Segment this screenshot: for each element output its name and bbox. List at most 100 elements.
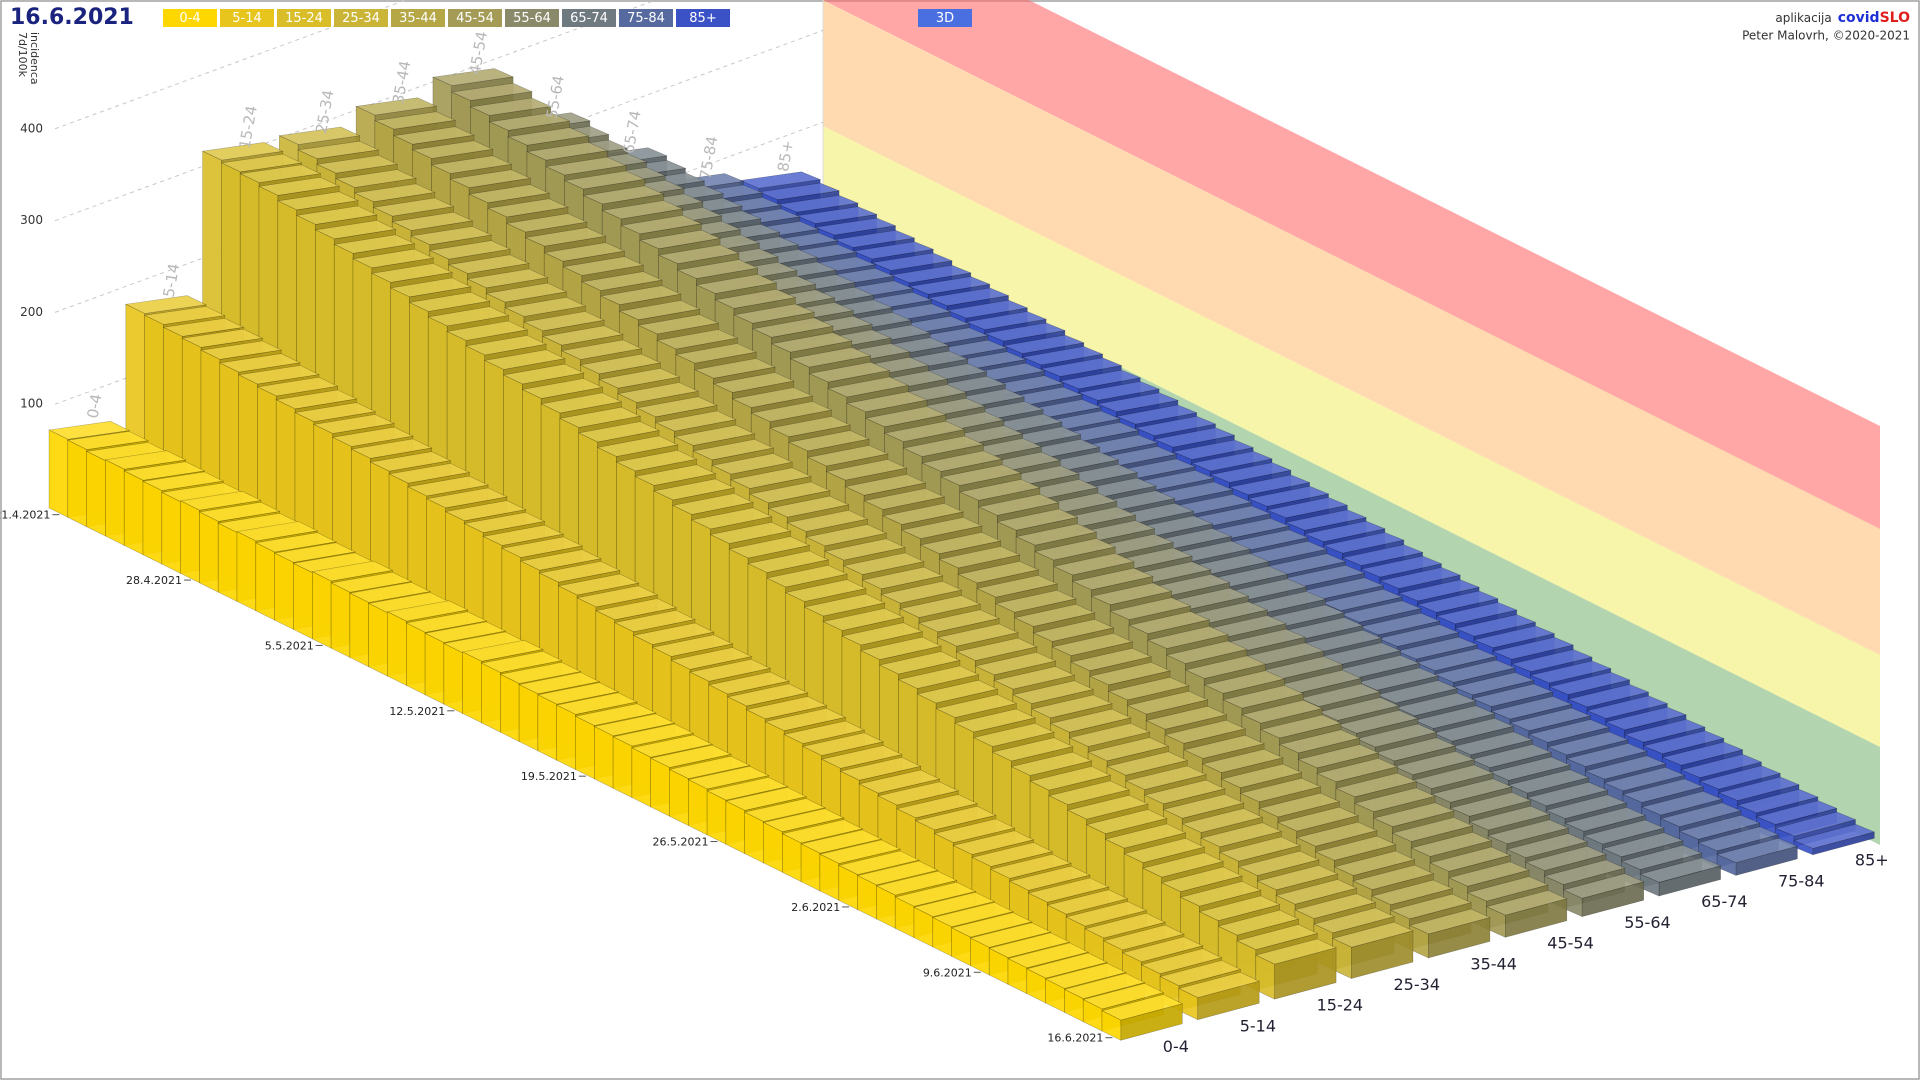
bar-top — [1077, 381, 1161, 401]
bar-top — [1505, 833, 1589, 859]
bar-front — [311, 571, 332, 649]
bar-top — [1396, 636, 1479, 660]
bar-top — [334, 169, 418, 188]
bar-top — [449, 169, 532, 189]
bar-front — [876, 885, 896, 929]
view-button[interactable]: 3D — [918, 9, 972, 27]
bar-front — [1639, 873, 1660, 897]
bar-top — [1275, 879, 1358, 905]
bar-top — [889, 264, 972, 284]
bar-top — [784, 579, 867, 602]
bar-top — [1452, 672, 1535, 696]
bar-top — [776, 195, 860, 213]
bar-top — [827, 376, 910, 398]
series-back-label: 45-54 — [466, 30, 491, 76]
bar-front — [838, 864, 858, 911]
bar-top — [950, 912, 1033, 938]
legend-label: 35-44 — [399, 11, 437, 26]
bar-top — [1142, 852, 1225, 878]
bar-top — [314, 220, 397, 240]
bar-front — [1045, 978, 1065, 1013]
bar-top — [676, 259, 759, 279]
bars — [47, 68, 1876, 1041]
bar-front — [443, 643, 464, 714]
bar-front — [1255, 954, 1275, 1000]
button-label[interactable]: 3D — [936, 11, 954, 26]
bar-front — [687, 779, 708, 836]
bar-front — [1486, 906, 1506, 938]
legend-swatch — [277, 9, 331, 27]
bar-front — [537, 694, 558, 761]
bar-top — [687, 765, 770, 790]
bar-top — [1377, 624, 1460, 647]
bar-front — [1007, 958, 1028, 995]
bar-top — [431, 68, 515, 87]
bar-front — [481, 662, 501, 733]
bar-top — [919, 531, 1002, 555]
bar-top — [540, 392, 623, 414]
bar-front — [180, 500, 200, 584]
bar-top — [878, 651, 961, 675]
bar-top — [864, 406, 947, 428]
bar-top — [124, 295, 208, 314]
x-tick-label: 9.6.2021 — [923, 966, 972, 979]
wall-orange — [823, 0, 1880, 655]
button-bg[interactable] — [918, 9, 972, 27]
bar-top — [1339, 600, 1422, 623]
bar-front — [349, 592, 370, 668]
bar-top — [939, 464, 1023, 486]
bar-top — [1435, 602, 1518, 625]
bar-top — [563, 170, 646, 190]
bar-top — [1254, 938, 1337, 965]
bar-top — [1069, 647, 1153, 672]
bar-top — [711, 453, 794, 475]
bar-top — [795, 206, 878, 224]
bar-top — [1198, 895, 1281, 922]
series-axis-label: 85+ — [1855, 851, 1889, 870]
bar-front — [1178, 988, 1198, 1021]
bar-top — [1164, 719, 1247, 744]
bar-top — [1469, 744, 1553, 769]
bar-top — [856, 860, 939, 886]
bar-top — [469, 97, 552, 116]
series-axis-label: 75-84 — [1778, 871, 1825, 890]
bar-top — [236, 521, 319, 542]
bar-front — [274, 552, 294, 630]
bar-top — [955, 637, 1038, 661]
bar-front — [725, 800, 746, 855]
brand: covid — [1838, 10, 1880, 26]
bar-top — [480, 650, 563, 673]
bar-front — [1563, 889, 1583, 918]
series-back-label: 75-84 — [696, 135, 721, 181]
x-tick-label: 12.5.2021 — [389, 705, 445, 718]
legend-swatch — [562, 9, 616, 27]
bar-top — [123, 461, 206, 481]
bar-top — [1140, 948, 1223, 975]
bar-top — [870, 252, 954, 271]
bar-top — [1181, 808, 1264, 833]
bar-top — [1622, 778, 1705, 803]
bar-top — [738, 171, 822, 189]
bar-top — [1416, 590, 1499, 613]
grid-line — [54, 0, 408, 130]
bar-top — [1237, 850, 1320, 876]
bar-top — [908, 276, 991, 295]
bar-top — [218, 353, 301, 373]
bar-top — [536, 682, 620, 705]
bar-top — [786, 509, 869, 532]
bar-front — [970, 937, 990, 976]
bar-top — [899, 595, 982, 618]
bar-top — [593, 713, 676, 737]
series-axis-label: 0-4 — [1163, 1037, 1189, 1056]
bar-top — [485, 282, 568, 303]
bar-top — [1298, 683, 1382, 707]
bar-top — [695, 274, 778, 294]
bar-top — [1104, 823, 1187, 849]
bar-top — [373, 111, 457, 130]
bar-front — [1082, 999, 1103, 1032]
bar-top — [198, 501, 281, 522]
legend-label: 0-4 — [179, 11, 200, 26]
bar-top — [1239, 777, 1322, 803]
bar-top — [1201, 748, 1284, 774]
bar-top — [370, 263, 454, 283]
